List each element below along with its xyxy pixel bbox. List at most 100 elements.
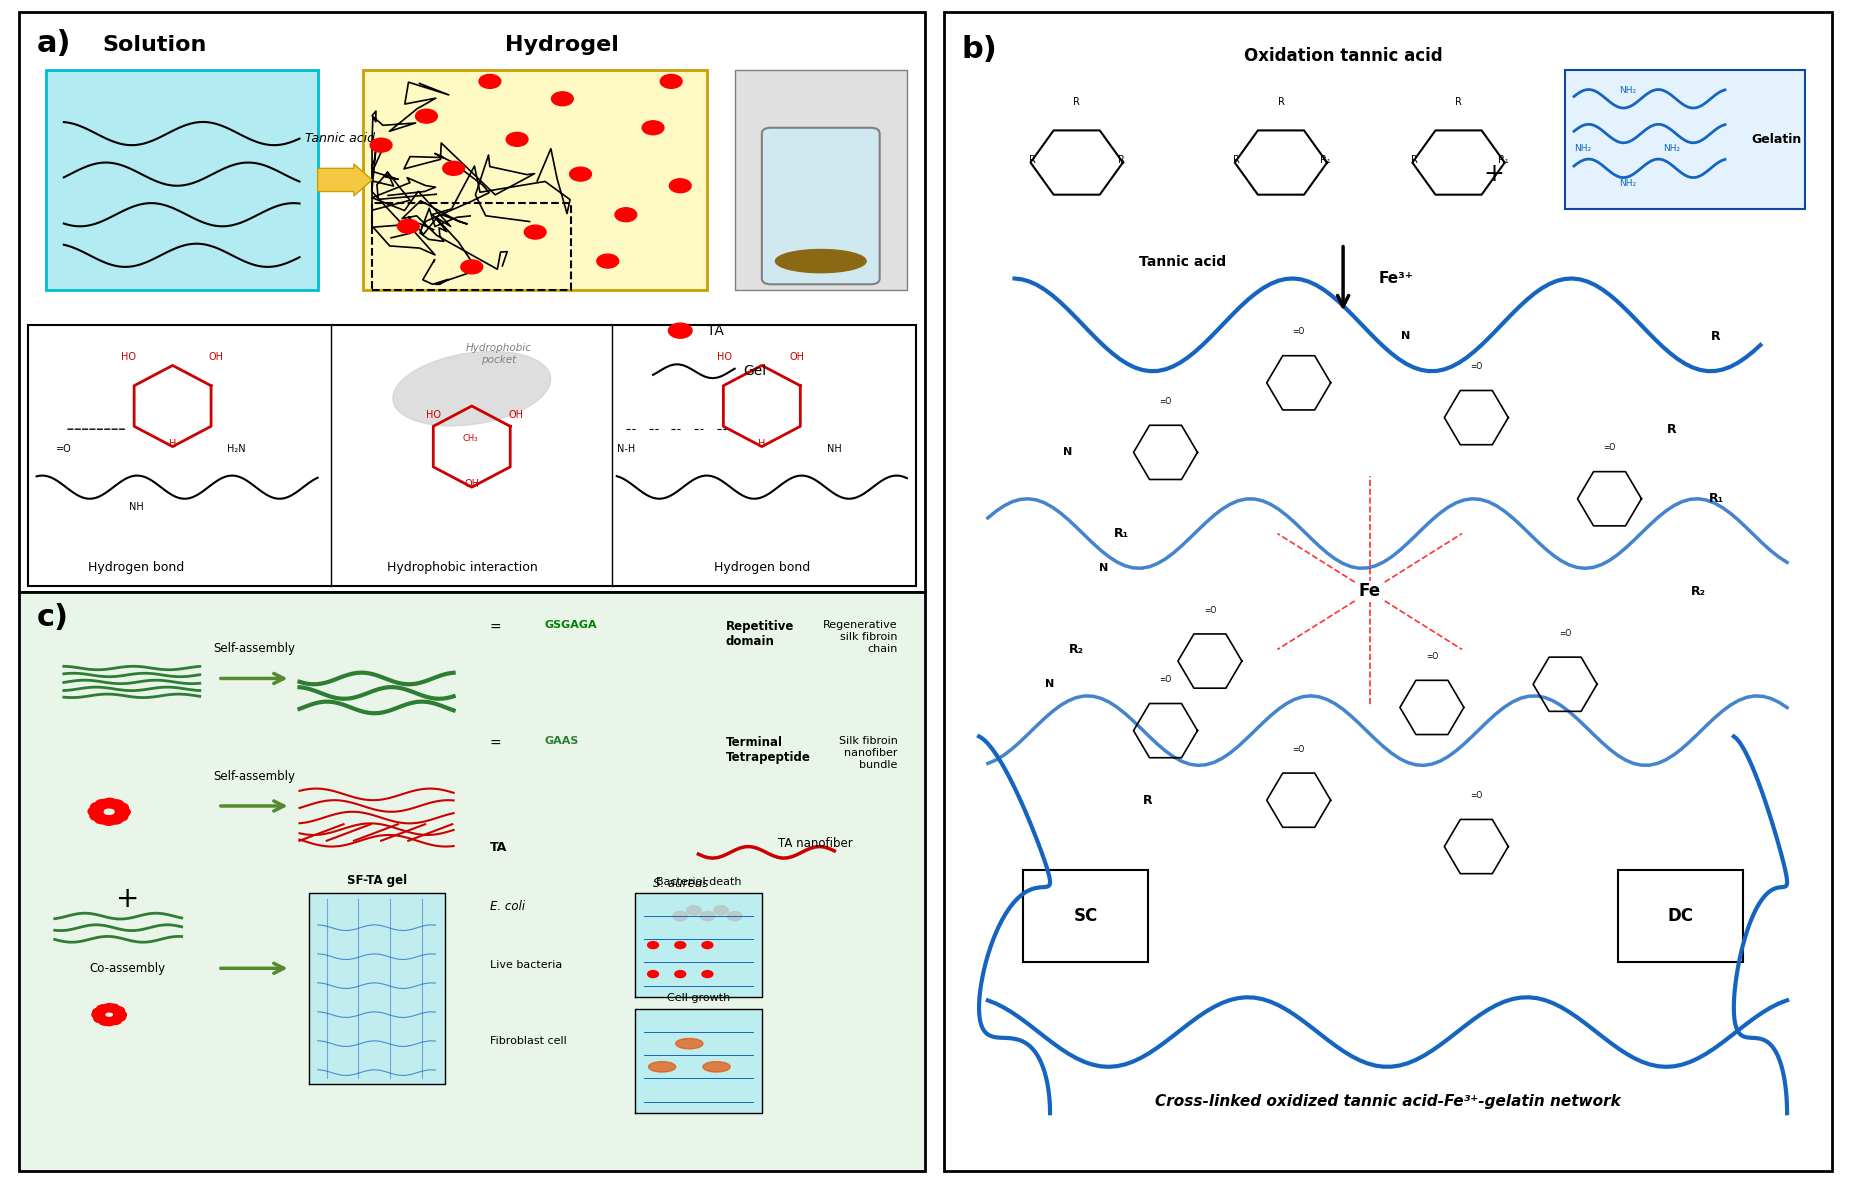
Text: Gel: Gel (744, 364, 768, 379)
Circle shape (416, 109, 437, 123)
Ellipse shape (703, 1061, 731, 1072)
Text: H: H (758, 439, 766, 448)
FancyBboxPatch shape (1619, 870, 1743, 963)
FancyBboxPatch shape (944, 12, 1832, 1171)
Circle shape (648, 970, 659, 977)
Circle shape (524, 225, 546, 239)
FancyBboxPatch shape (363, 70, 707, 290)
Text: GAAS: GAAS (544, 736, 579, 746)
Circle shape (670, 179, 692, 193)
Circle shape (507, 132, 527, 147)
Circle shape (701, 970, 712, 977)
Text: Tannic acid: Tannic acid (1140, 256, 1227, 270)
Text: NH₂: NH₂ (1574, 144, 1591, 153)
Text: HO: HO (716, 351, 731, 362)
Text: TA: TA (707, 324, 725, 337)
Circle shape (461, 260, 483, 273)
Circle shape (686, 906, 701, 914)
Text: SC: SC (1073, 907, 1097, 925)
Circle shape (479, 75, 501, 89)
Text: R: R (1667, 422, 1676, 435)
Circle shape (614, 208, 636, 221)
Text: Self-assembly: Self-assembly (213, 642, 296, 655)
Text: OH: OH (788, 351, 805, 362)
Circle shape (89, 807, 104, 816)
Text: =O: =O (1560, 629, 1571, 638)
Circle shape (109, 1016, 122, 1024)
FancyBboxPatch shape (762, 128, 881, 284)
Text: R: R (1029, 155, 1036, 164)
Text: =O: =O (1160, 397, 1171, 406)
Circle shape (94, 814, 109, 823)
Text: b): b) (962, 35, 997, 64)
Ellipse shape (675, 1039, 703, 1049)
Circle shape (727, 911, 742, 920)
Text: R: R (1456, 97, 1462, 106)
Text: =O: =O (1426, 652, 1437, 661)
Text: =O: =O (1604, 444, 1615, 452)
Text: SF-TA gel: SF-TA gel (346, 874, 407, 887)
Circle shape (89, 807, 104, 816)
Polygon shape (635, 893, 762, 997)
Text: =O: =O (1293, 328, 1304, 336)
Text: =O: =O (56, 445, 72, 454)
Text: N: N (1099, 563, 1108, 574)
Circle shape (107, 1004, 120, 1013)
Circle shape (551, 92, 574, 105)
Text: R₁: R₁ (1319, 155, 1330, 164)
Text: Hydrophobic
pocket: Hydrophobic pocket (466, 343, 533, 364)
Text: Fe³⁺: Fe³⁺ (1378, 271, 1413, 286)
FancyBboxPatch shape (1023, 870, 1147, 963)
Text: Oxidation tannic acid: Oxidation tannic acid (1243, 46, 1443, 65)
Text: R: R (1117, 155, 1125, 164)
Circle shape (111, 1007, 124, 1015)
Circle shape (648, 942, 659, 949)
Text: Bacterial death: Bacterial death (655, 877, 742, 887)
Circle shape (109, 815, 122, 825)
Circle shape (96, 800, 109, 809)
Text: DC: DC (1667, 907, 1693, 925)
Text: Hydrogel: Hydrogel (505, 35, 620, 56)
Text: R₂: R₂ (1069, 644, 1084, 655)
Text: NH: NH (130, 503, 144, 512)
Text: Live bacteria: Live bacteria (490, 961, 562, 970)
Text: NH₂: NH₂ (1663, 144, 1680, 153)
Circle shape (98, 1017, 111, 1026)
Text: =O: =O (1160, 675, 1171, 684)
Text: R₁: R₁ (1709, 492, 1724, 505)
Text: Hydrogen bond: Hydrogen bond (89, 561, 185, 574)
Circle shape (668, 323, 692, 338)
Text: N: N (1400, 331, 1410, 342)
Text: R: R (1412, 155, 1417, 164)
Text: R₁: R₁ (1497, 155, 1508, 164)
Text: Gelatin: Gelatin (1752, 132, 1802, 146)
Circle shape (104, 1003, 115, 1011)
Text: R: R (1711, 330, 1720, 343)
Text: Cross-linked oxidized tannic acid-Fe³⁺-gelatin network: Cross-linked oxidized tannic acid-Fe³⁺-g… (1154, 1094, 1621, 1110)
Circle shape (94, 1015, 107, 1022)
Text: OH: OH (464, 479, 479, 489)
Circle shape (398, 219, 420, 233)
Text: Regenerative
silk fibroin
chain: Regenerative silk fibroin chain (823, 621, 897, 654)
Circle shape (113, 812, 128, 821)
Circle shape (714, 906, 729, 914)
Polygon shape (309, 893, 444, 1084)
Text: E. coli: E. coli (490, 900, 525, 913)
Text: TA: TA (490, 841, 507, 854)
Text: =O: =O (1293, 745, 1304, 754)
Circle shape (675, 970, 686, 977)
Circle shape (442, 161, 464, 175)
Text: c): c) (37, 603, 68, 632)
Circle shape (102, 816, 117, 825)
Text: Silk fibroin
nanofiber
bundle: Silk fibroin nanofiber bundle (838, 736, 897, 770)
Ellipse shape (649, 1061, 675, 1072)
Circle shape (570, 167, 592, 181)
Circle shape (675, 942, 686, 949)
Circle shape (102, 816, 115, 825)
Circle shape (91, 812, 104, 821)
Text: GSGAGA: GSGAGA (544, 621, 598, 631)
Text: HO: HO (122, 351, 137, 362)
Ellipse shape (775, 250, 866, 272)
Text: NH₂: NH₂ (1619, 86, 1635, 95)
Text: R₂: R₂ (1691, 586, 1706, 597)
